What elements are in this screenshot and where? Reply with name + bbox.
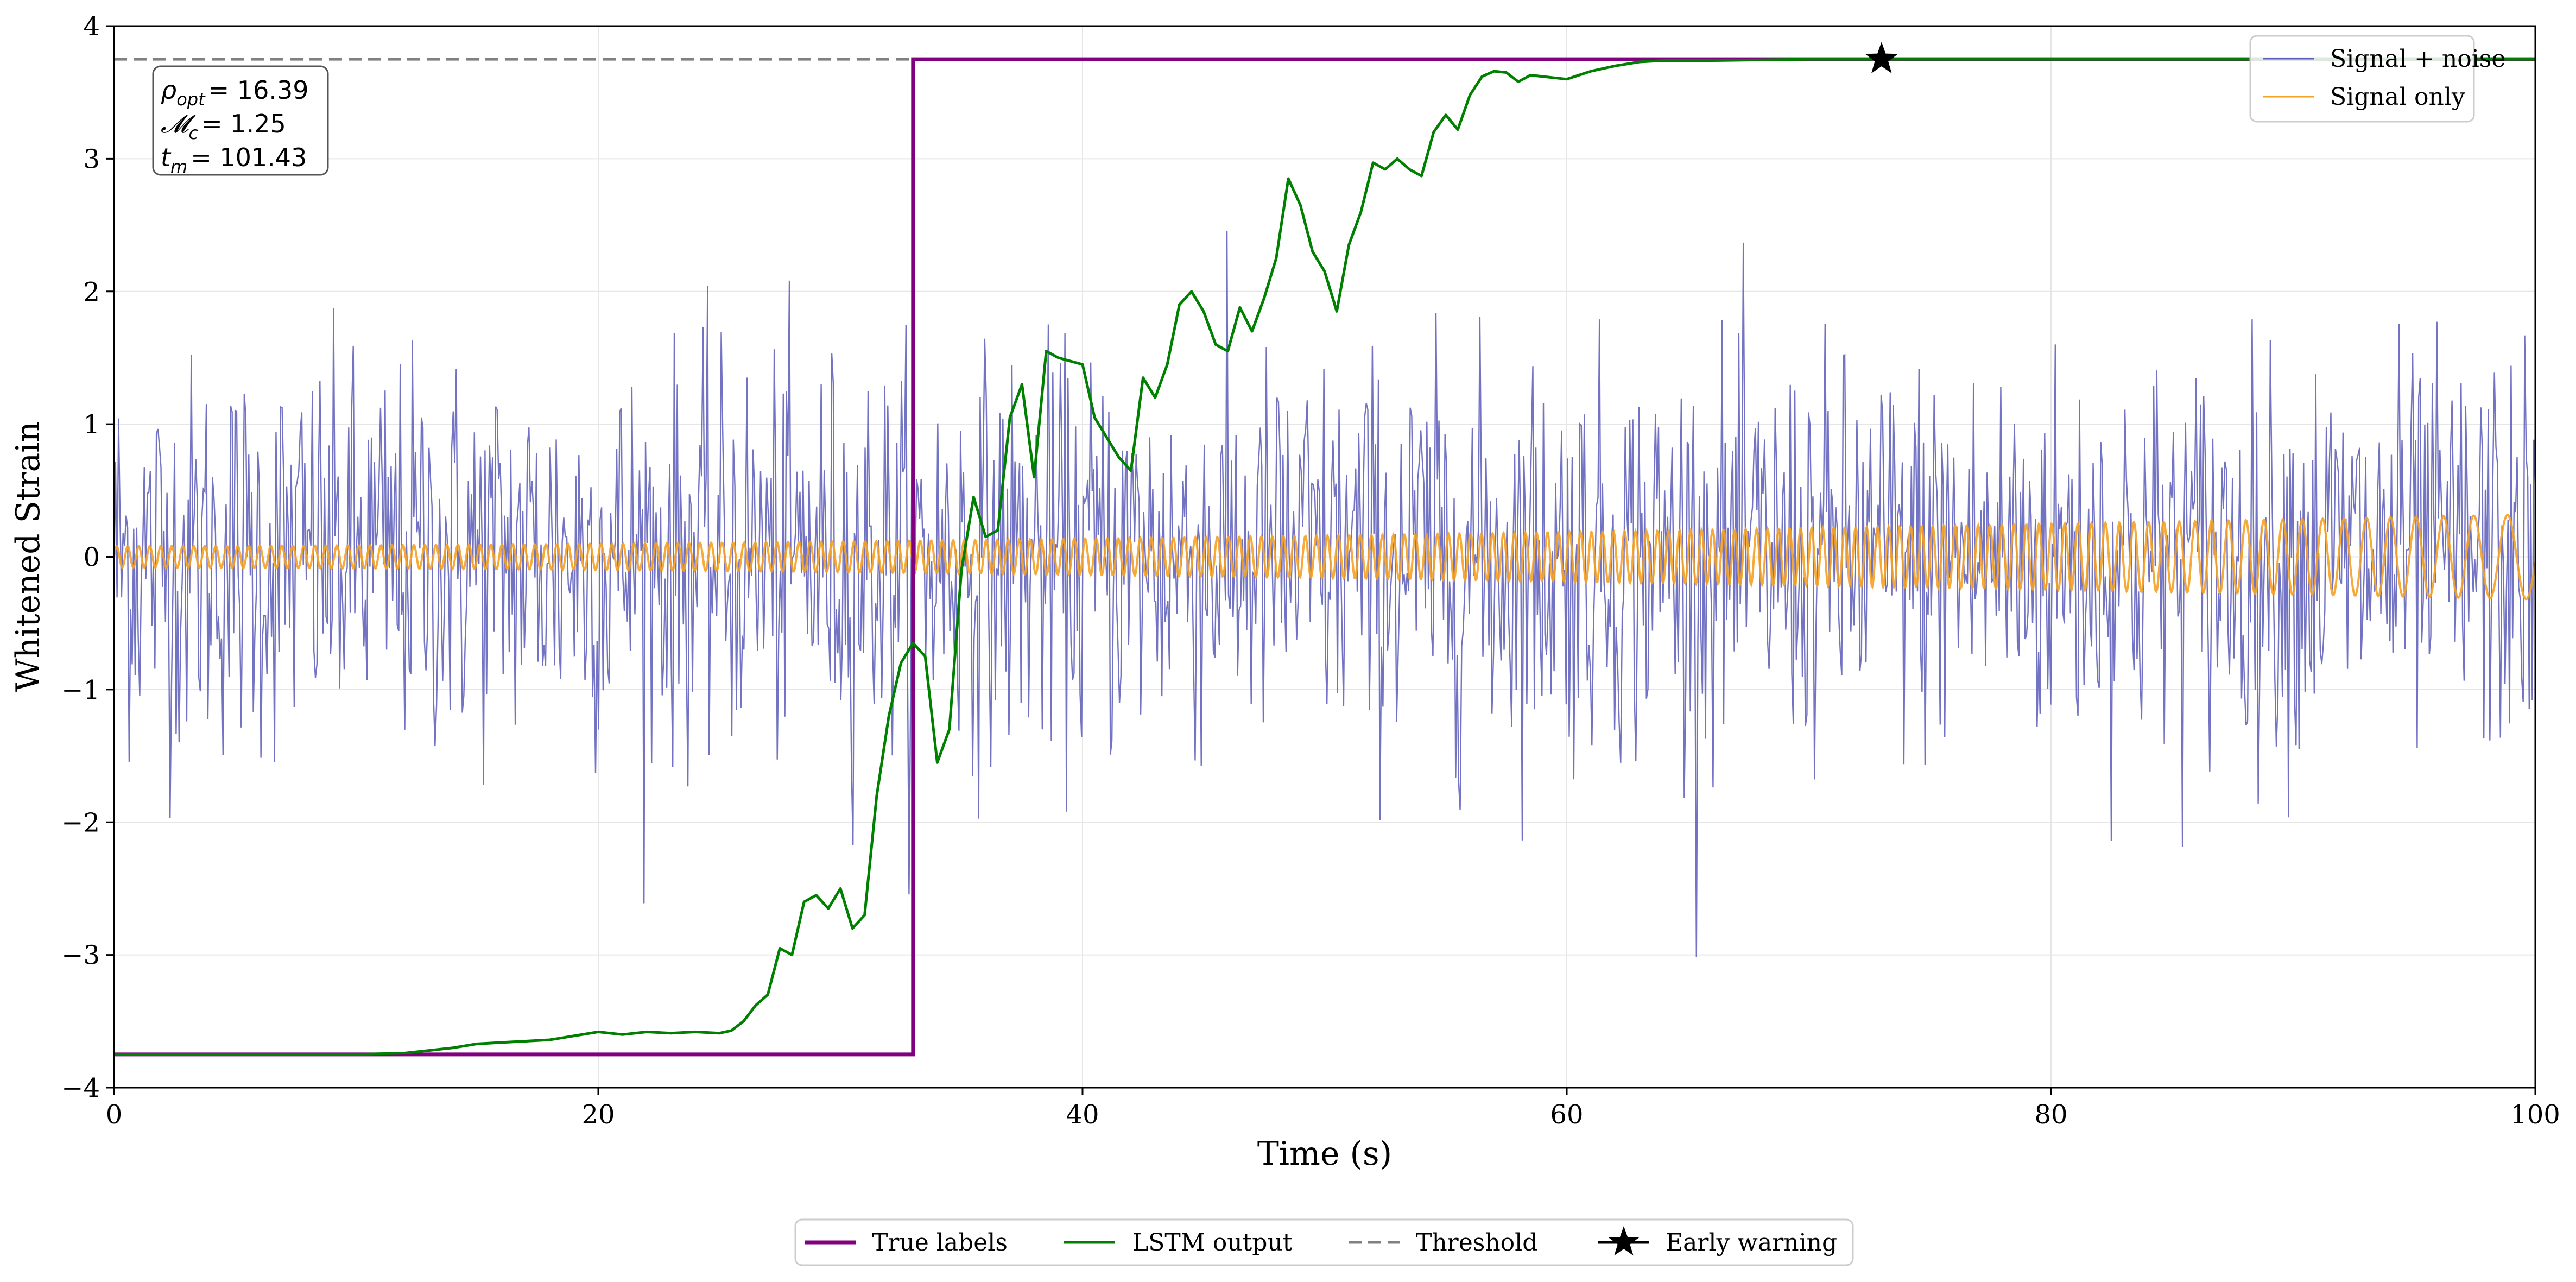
plot-series <box>114 42 2535 1057</box>
x-tick-label: 0 <box>106 1100 123 1130</box>
y-tick-label: −3 <box>61 940 100 971</box>
series-signal-only <box>114 514 2535 601</box>
y-tick-label: 3 <box>83 144 100 174</box>
legend-signal-noise-label: Signal + noise <box>2330 45 2505 73</box>
y-tick-label: 1 <box>83 409 100 440</box>
x-tick-label: 20 <box>581 1100 615 1130</box>
series-signal-plus-noise <box>114 231 2535 957</box>
legend-upper-box <box>2249 35 2475 123</box>
early-warning-marker <box>1865 42 1898 73</box>
annotation-line-tm: tm = 101.43 <box>161 143 307 177</box>
stats-annotation: ρopt = 16.39 𝓜c = 1.25 tm = 101.43 <box>152 65 329 177</box>
y-tick-label: −2 <box>61 807 100 838</box>
annotation-line-rho: ρopt = 16.39 <box>161 75 309 110</box>
legend-early-warning-star-icon <box>1608 1226 1640 1256</box>
legend-lstm-output-label: LSTM output <box>1132 1229 1293 1256</box>
legend-bottom-box <box>794 1218 1854 1266</box>
axis-ticks: 0 20 40 60 80 100 −4 −3 −2 −1 0 1 2 3 4 <box>61 11 2560 1130</box>
legend-signal-only-label: Signal only <box>2330 83 2465 111</box>
annotation-box <box>152 65 329 176</box>
annotation-line-mc: 𝓜c = 1.25 <box>161 109 286 143</box>
series-lstm-output <box>114 58 2535 1056</box>
legend-upper-right: Signal + noise Signal only <box>2249 35 2505 123</box>
legend-early-warning-label: Early warning <box>1666 1229 1837 1256</box>
y-tick-label: −4 <box>61 1073 100 1103</box>
x-tick-label: 80 <box>2034 1100 2067 1130</box>
x-tick-label: 40 <box>1066 1100 1099 1130</box>
x-tick-label: 100 <box>2510 1100 2560 1130</box>
y-tick-label: 4 <box>83 11 100 42</box>
y-tick-label: 2 <box>83 277 100 307</box>
y-tick-label: 0 <box>83 542 100 573</box>
legend-true-labels-label: True labels <box>872 1229 1008 1256</box>
legend-bottom: True labels LSTM output Threshold Early … <box>794 1218 1854 1266</box>
x-tick-label: 60 <box>1550 1100 1583 1130</box>
legend-threshold-label: Threshold <box>1416 1229 1537 1256</box>
x-axis-title: Time (s) <box>1257 1135 1392 1173</box>
y-axis-title: Whitened Strain <box>9 421 47 692</box>
y-tick-label: −1 <box>61 675 100 705</box>
